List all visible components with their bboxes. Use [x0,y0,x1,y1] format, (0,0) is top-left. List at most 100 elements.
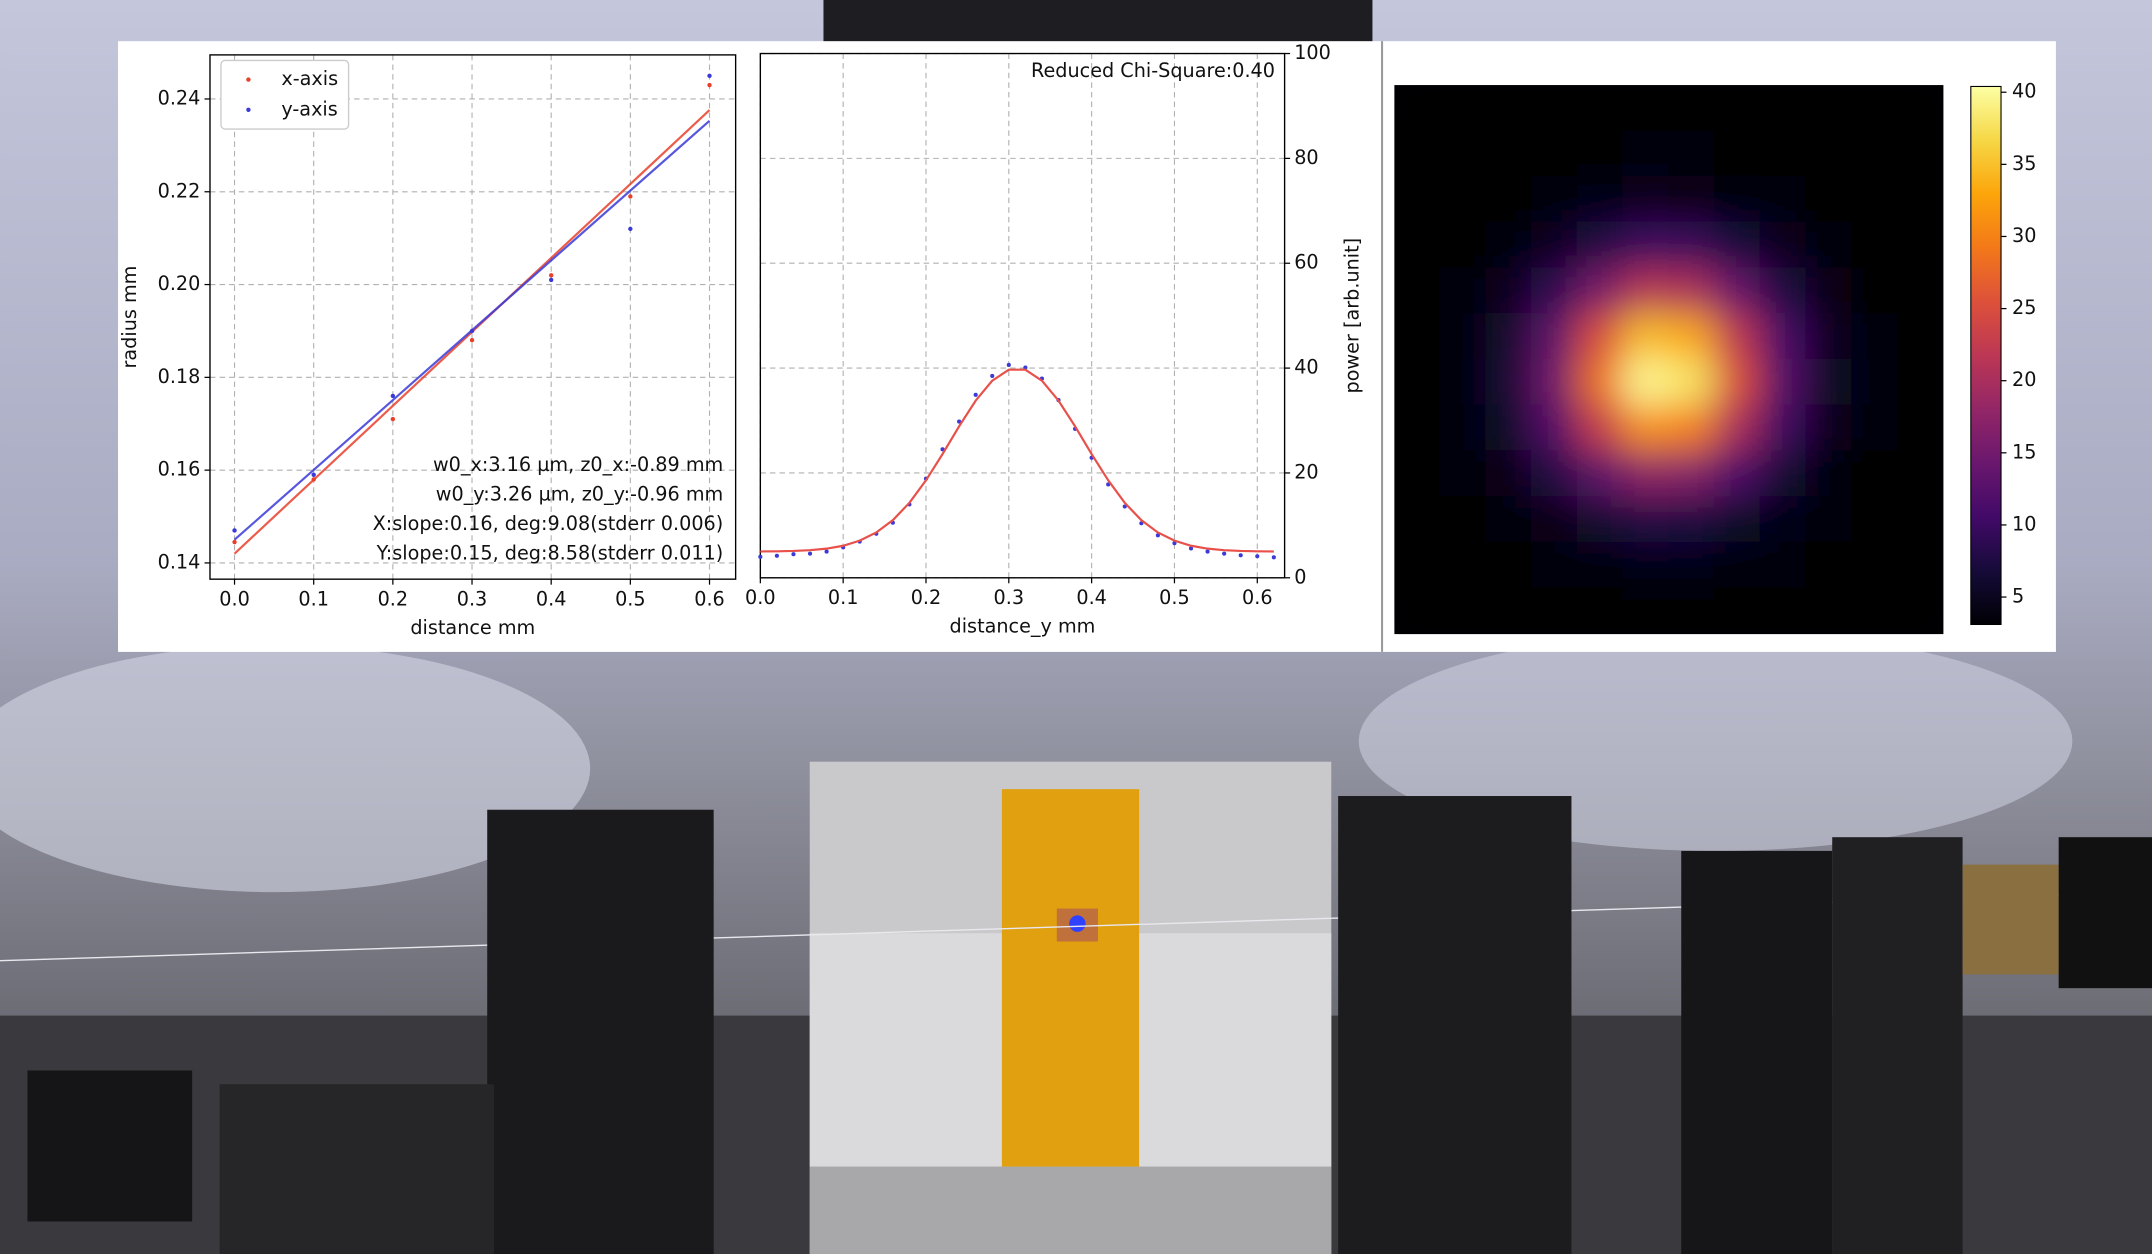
y-tick-label: 0.18 [158,365,201,388]
colorbar-tick-label: 20 [2012,368,2036,391]
colorbar-tick-label: 40 [2012,80,2036,103]
data-point [707,82,712,88]
heatmap-cell [1485,175,1533,224]
heatmap-cell [1485,267,1533,315]
heatmap-cell [1530,450,1579,498]
axes-frame [759,52,1286,579]
data-point [1255,554,1260,559]
data-point [973,392,978,397]
heatmap-cell [1576,175,1624,224]
heatmap-cell [1805,267,1853,315]
heatmap-cell [1851,358,1899,407]
heatmap-cell [1485,587,1533,635]
x-tick-label: 0.3 [994,586,1025,609]
heatmap-cell [1896,313,1944,361]
heatmap-cell [1668,85,1716,132]
photo-screw [1962,864,2059,975]
heatmap-cell [1805,450,1853,498]
heatmap-cell [1713,85,1762,132]
annotation: Y:slope:0.15, deg:8.58(stderr 0.011) [376,541,724,564]
data-point [824,549,829,554]
data-point [311,477,316,482]
photo-knob [27,1070,193,1222]
heatmap-cell [1713,130,1762,178]
legend-marker [246,107,251,112]
heatmap-cell [1622,175,1670,224]
data-point [311,472,316,477]
photo-laser [1069,915,1086,932]
heatmap-cell [1805,221,1853,269]
fit-line [760,368,1274,553]
heatmap-cell [1896,358,1944,407]
data-point [628,226,633,232]
heatmap-cell [1576,130,1624,178]
heatmap-cell [1394,496,1441,544]
heatmap-cell [1439,358,1487,407]
photo-aluminum [809,1166,1332,1254]
data-point [390,393,396,399]
heatmap-cell [1622,85,1670,132]
heatmap-cell [1713,587,1762,635]
heatmap-cell [1896,130,1944,178]
heatmap-cell [1394,85,1441,132]
data-point [791,552,796,557]
heatmap-cell [1394,221,1441,269]
heatmap-cell [1576,541,1624,590]
legend-label: y-axis [281,97,337,120]
heatmap-cell [1439,541,1487,590]
heatmap-cell [1485,496,1533,544]
heatmap-cell [1485,221,1533,269]
heatmap-cell [1622,267,1670,315]
heatmap-cell [1668,541,1716,590]
data-point [628,194,633,199]
photo-kapton [1001,789,1140,1167]
heatmap-cell [1530,130,1579,178]
heatmap-cell [1530,541,1579,590]
heatmap-cell [1530,85,1579,132]
heatmap-cell [1759,267,1807,315]
heatmap-cell [1851,541,1899,590]
heatmap-cell [1394,358,1441,407]
heatmap-cell [1851,404,1899,452]
heatmap-cell [1805,130,1853,178]
heatmap-cell [1851,85,1899,132]
y-tick-label: 20 [1294,460,1318,483]
heatmap-cell [1896,85,1944,132]
heatmap-cell [1439,267,1487,315]
heatmap-cell [1576,221,1624,269]
heatmap-cell [1851,175,1899,224]
heatmap-cell [1576,450,1624,498]
photo-mount [1832,837,1963,1254]
y-tick-label: 0.20 [158,272,201,295]
heatmap-cell [1530,221,1579,269]
heatmap-cell [1622,450,1670,498]
annotation: X:slope:0.16, deg:9.08(stderr 0.006) [373,512,724,535]
heatmap-cell [1713,221,1762,269]
heatmap-cell [1896,496,1944,544]
data-point [232,528,237,533]
heatmap-cell [1759,587,1807,635]
heatmap-cell [1485,85,1533,132]
data-point [548,277,554,283]
colorbar-tick-label: 35 [2012,152,2036,175]
heatmap-cell [1622,496,1670,544]
colorbar-tick-label: 10 [2012,512,2036,535]
heatmap-cell [1622,130,1670,178]
x-tick-label: 0.1 [298,587,329,610]
heatmap-cell [1668,587,1716,635]
heatmap-cell [1668,267,1716,315]
colorbar-tick-label: 15 [2012,440,2036,463]
photo-mount [1338,796,1572,1254]
heatmap-cell [1439,221,1487,269]
heatmap-cell [1759,130,1807,178]
data-point [469,328,475,334]
heatmap-cell [1439,404,1487,452]
heatmap-cell [1530,175,1579,224]
heatmap-cell [1622,541,1670,590]
heatmap-cell [1485,404,1533,452]
x-tick-label: 0.0 [745,586,776,609]
heatmap-cell [1759,496,1807,544]
heatmap-cell [1394,267,1441,315]
heatmap-cell [1896,221,1944,269]
